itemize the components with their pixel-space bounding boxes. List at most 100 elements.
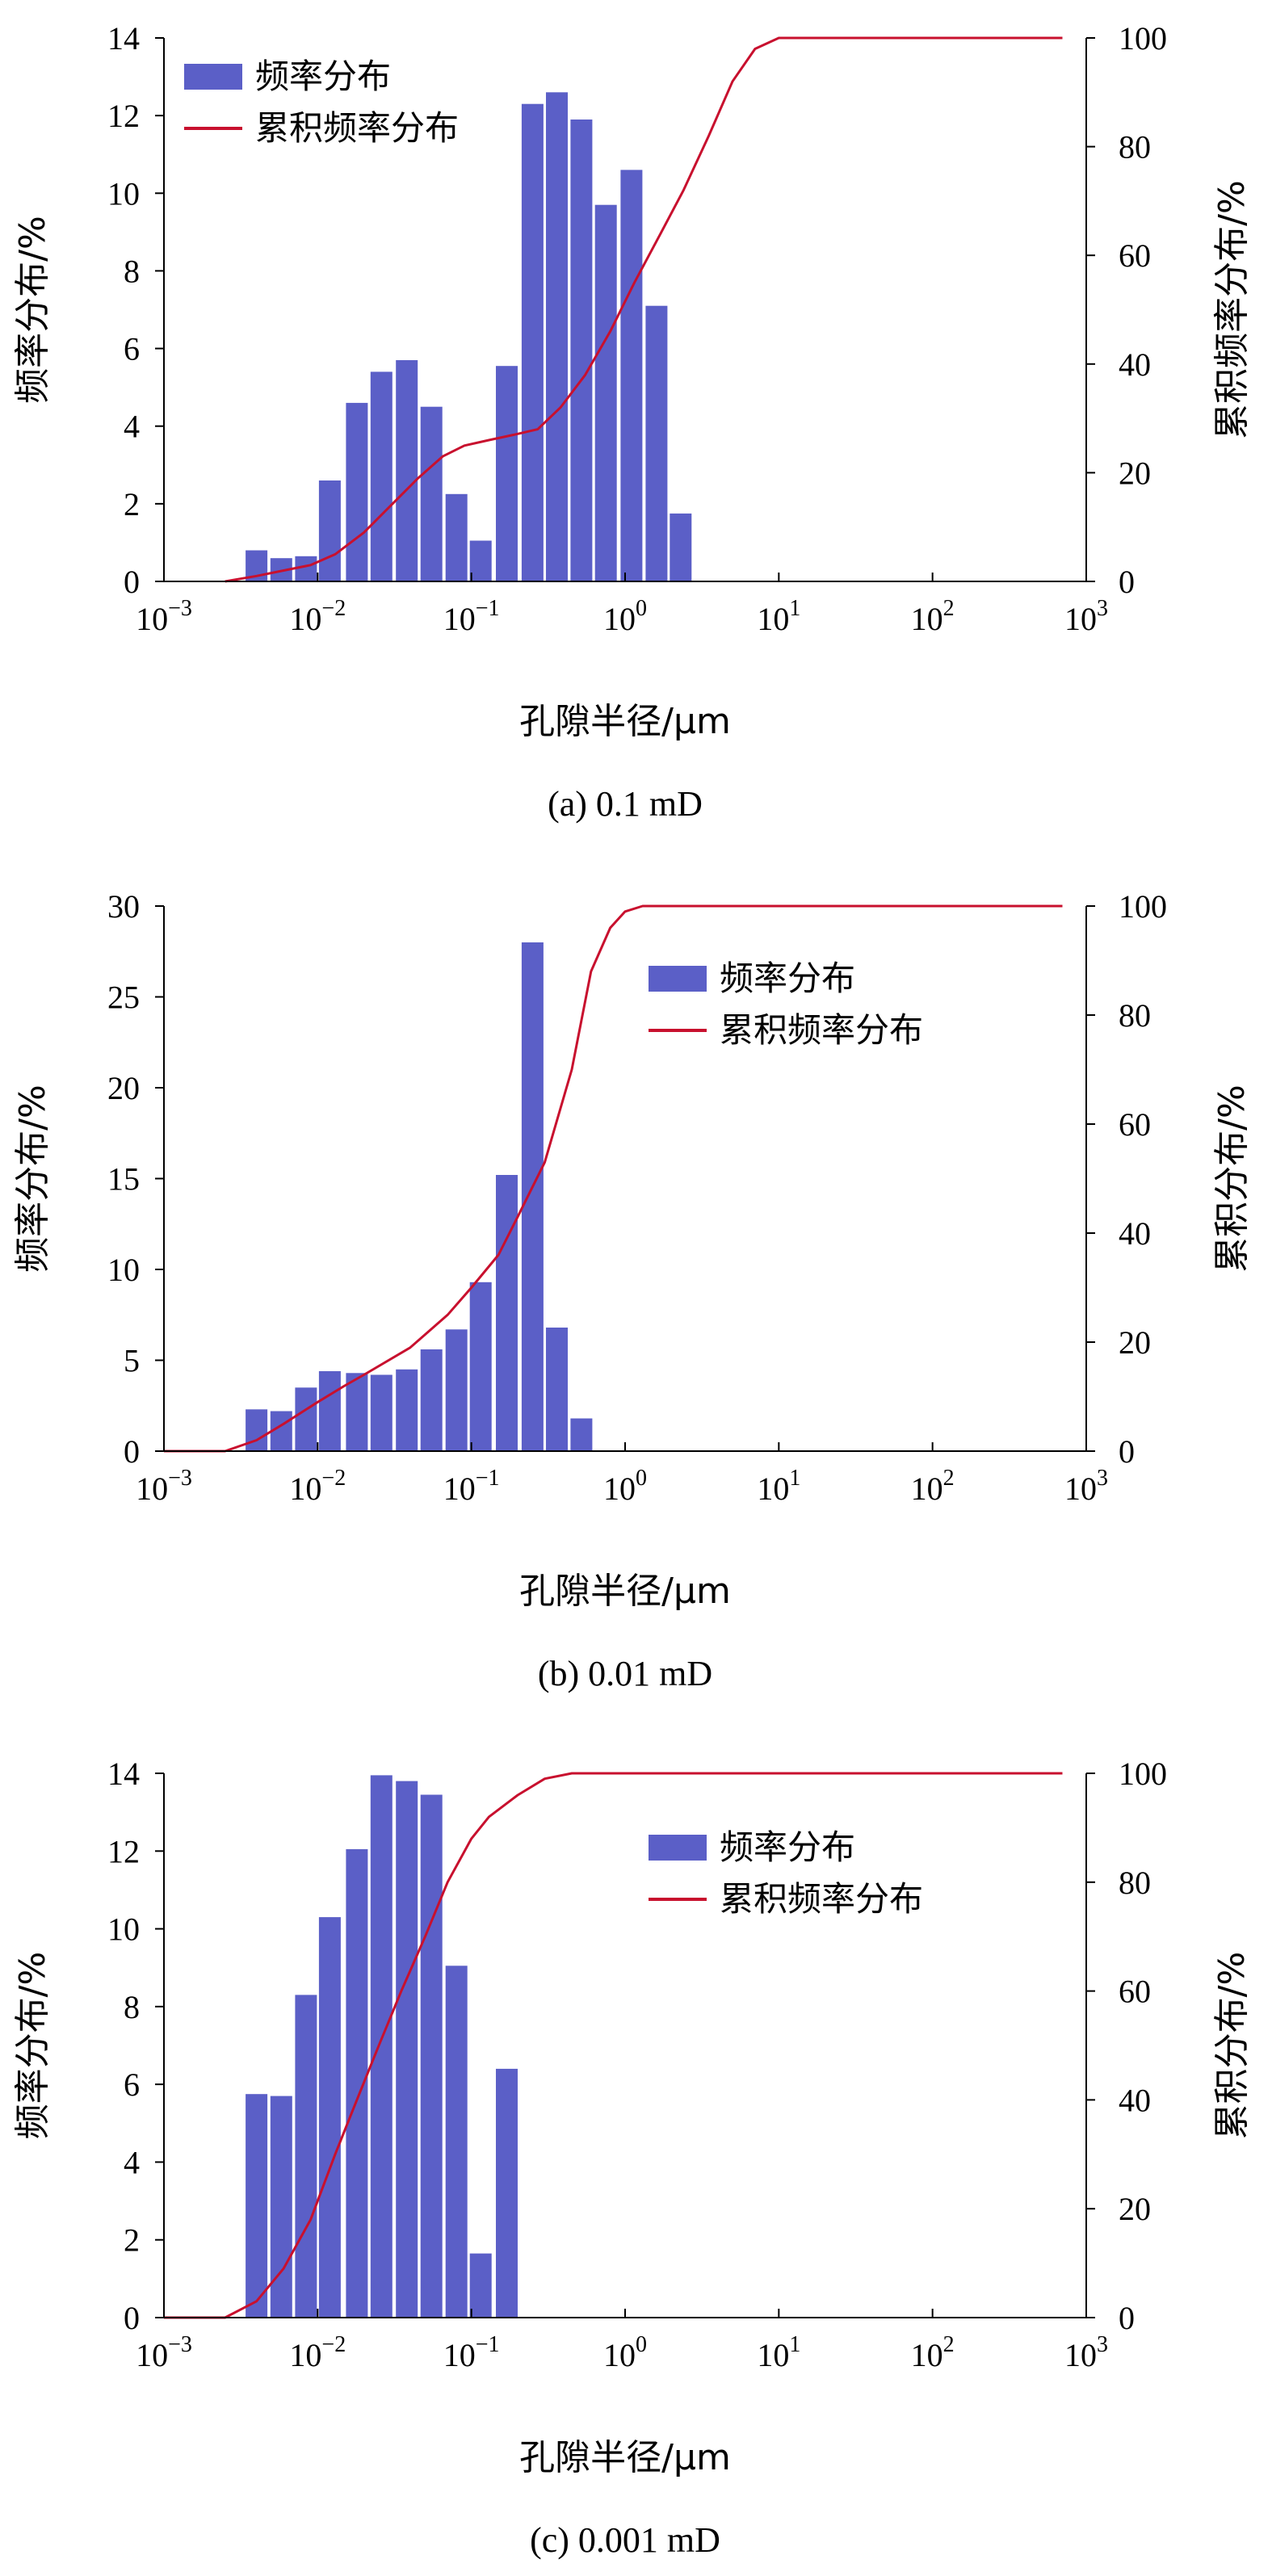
y-axis-label-right: 累积频率分布/% xyxy=(1211,180,1253,439)
cumulative-line xyxy=(164,1772,1063,2319)
y-tick-label-left: 14 xyxy=(107,1756,140,1792)
y-tick-label-left: 10 xyxy=(107,175,140,212)
legend-swatch-bar xyxy=(184,64,242,90)
y-axis-label-right: 累积分布/% xyxy=(1211,1085,1253,1273)
y-tick-label-right: 0 xyxy=(1119,564,1135,600)
chart-caption: (c) 0.001 mD xyxy=(530,2520,720,2560)
legend-label: 频率分布 xyxy=(720,959,855,998)
bar-mark xyxy=(318,480,341,581)
bar-mark xyxy=(295,1387,317,1452)
bar-mark xyxy=(246,2094,268,2318)
legend-label: 累积频率分布 xyxy=(720,1010,923,1050)
y-tick-label-left: 4 xyxy=(124,409,140,445)
y-tick-label-right: 40 xyxy=(1119,346,1151,383)
bar-mark xyxy=(370,371,393,581)
x-tick-label: 10−3 xyxy=(136,2332,192,2373)
y-tick-label-right: 60 xyxy=(1119,1974,1151,2010)
bar-mark xyxy=(270,2096,292,2318)
x-tick-label: 102 xyxy=(911,1466,955,1507)
chart-panel-2: 10−3 10−2 10−1 100 101 102 103 0 5 10 15 20 25 30 0 20 4… xyxy=(12,888,1253,1693)
chart-panel-1: 10−3 10−2 10−1 100 101 102 103 0 2 4 6 8 10 12 14 0 20 40… xyxy=(12,20,1253,824)
y-tick-label-right: 20 xyxy=(1119,1324,1151,1361)
bar-mark xyxy=(270,1411,292,1451)
bar-mark xyxy=(346,1373,368,1452)
bar-mark xyxy=(546,92,568,582)
bar-mark xyxy=(295,556,317,581)
y-tick-label-left: 0 xyxy=(124,564,140,600)
cumulative-line xyxy=(225,36,1063,583)
bar-mark xyxy=(521,942,544,1451)
bar-mark xyxy=(469,2253,492,2318)
chart-caption: (a) 0.1 mD xyxy=(548,784,703,824)
bar-mark xyxy=(370,1374,393,1451)
x-axis-label: 孔隙半径/μm xyxy=(519,2437,731,2478)
bar-mark xyxy=(396,1781,418,2318)
y-tick-label-right: 80 xyxy=(1119,1865,1151,1901)
legend-label: 累积频率分布 xyxy=(255,108,459,148)
x-tick-label: 100 xyxy=(603,596,647,637)
y-tick-label-left: 5 xyxy=(124,1343,140,1379)
y-tick-label-right: 100 xyxy=(1119,20,1167,57)
bar-mark xyxy=(546,1328,568,1451)
y-tick-label-left: 8 xyxy=(124,253,140,289)
bar-mark xyxy=(570,1418,593,1451)
bar-mark xyxy=(420,406,443,581)
y-tick-label-right: 80 xyxy=(1119,997,1151,1034)
x-tick-label: 10−3 xyxy=(136,596,192,637)
cumulative-line xyxy=(164,904,1063,1453)
bar-mark xyxy=(496,2068,518,2318)
y-tick-label-right: 100 xyxy=(1119,1756,1167,1792)
y-tick-label-left: 30 xyxy=(107,888,140,925)
x-axis-label: 孔隙半径/μm xyxy=(519,1571,731,1612)
y-tick-label-right: 40 xyxy=(1119,2082,1151,2118)
x-tick-label: 10−1 xyxy=(443,596,500,637)
y-tick-label-left: 2 xyxy=(124,486,140,522)
y-axis-label-left: 频率分布/% xyxy=(12,1952,53,2140)
bar-mark xyxy=(396,1369,418,1452)
chart-panel-3: 10−3 10−2 10−1 100 101 102 103 0 2 4 6 8 10 12 14 0 20 40… xyxy=(12,1756,1253,2560)
legend-swatch-bar xyxy=(649,1835,707,1861)
x-tick-label: 103 xyxy=(1064,596,1108,637)
y-tick-label-left: 10 xyxy=(107,1911,140,1948)
y-tick-label-left: 4 xyxy=(124,2144,140,2180)
bar-mark xyxy=(295,1995,317,2318)
bar-mark xyxy=(469,1282,492,1452)
x-tick-label: 103 xyxy=(1064,1466,1108,1507)
y-axis-label-left: 频率分布/% xyxy=(12,216,53,404)
y-tick-label-right: 0 xyxy=(1119,1433,1135,1470)
x-tick-label: 101 xyxy=(757,2332,800,2373)
bar-mark xyxy=(445,1329,468,1452)
bar-mark xyxy=(420,1349,443,1451)
legend-swatch-bar xyxy=(649,966,707,992)
y-tick-label-left: 15 xyxy=(107,1161,140,1198)
y-tick-label-left: 25 xyxy=(107,980,140,1016)
y-tick-label-right: 20 xyxy=(1119,2191,1151,2227)
y-axis-label-right: 累积分布/% xyxy=(1211,1952,1253,2140)
x-tick-label: 10−1 xyxy=(443,2332,500,2373)
x-tick-label: 10−2 xyxy=(289,596,346,637)
legend-label: 频率分布 xyxy=(720,1827,855,1867)
x-tick-label: 103 xyxy=(1064,2332,1108,2373)
y-tick-label-left: 12 xyxy=(107,98,140,134)
y-tick-label-left: 0 xyxy=(124,1433,140,1470)
x-tick-label: 100 xyxy=(603,2332,647,2373)
bar-mark xyxy=(496,1175,518,1451)
y-tick-label-left: 8 xyxy=(124,1989,140,2025)
y-tick-label-left: 2 xyxy=(124,2222,140,2259)
bar-mark xyxy=(670,513,692,581)
bar-mark xyxy=(521,103,544,581)
bar-mark xyxy=(496,366,518,581)
bar-mark xyxy=(620,170,643,581)
bar-mark xyxy=(246,1409,268,1452)
x-tick-label: 100 xyxy=(603,1466,647,1507)
y-tick-label-right: 80 xyxy=(1119,129,1151,166)
y-tick-label-right: 60 xyxy=(1119,237,1151,274)
y-tick-label-right: 40 xyxy=(1119,1215,1151,1252)
y-tick-label-right: 20 xyxy=(1119,455,1151,491)
bar-mark xyxy=(346,402,368,581)
